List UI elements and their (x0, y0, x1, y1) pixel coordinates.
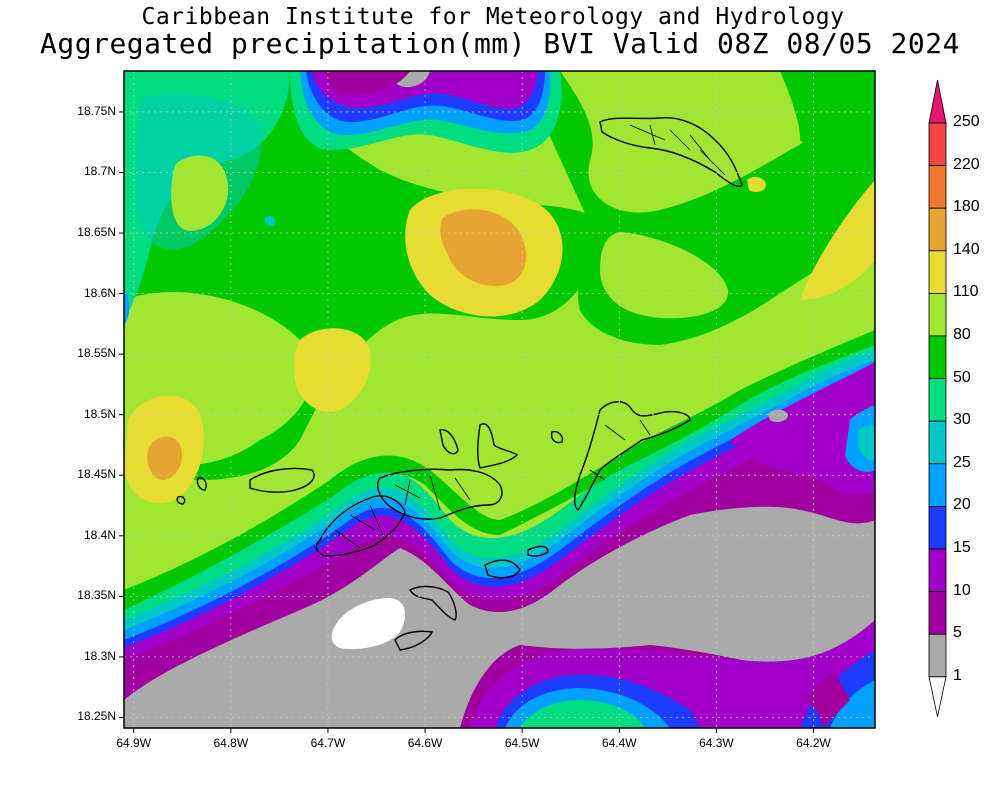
colorbar-label: 25 (953, 453, 971, 471)
jost-van-dyke-island (249, 467, 315, 493)
colorbar-label: 180 (953, 198, 980, 216)
colorbar-bottom-triangle (928, 676, 947, 717)
colorbar-swatch (928, 122, 947, 166)
small-island-2 (477, 423, 518, 469)
colorbar-swatch (928, 335, 947, 379)
colorbar-label: 15 (953, 539, 971, 556)
lat-tick-label: 18.45N (77, 467, 116, 482)
colorbar-label: 250 (953, 113, 980, 130)
colorbar-top-triangle (928, 79, 947, 124)
map-frame (123, 70, 876, 729)
lat-tick-label: 18.4N (83, 527, 116, 542)
colorbar-label: 30 (953, 411, 971, 429)
colorbar-swatch (928, 292, 947, 337)
colorbar-label: 140 (953, 240, 980, 258)
map-title: Aggregated precipitation(mm) BVI Valid 0… (40, 27, 960, 60)
map-graticule (124, 71, 875, 728)
colorbar-label: 20 (953, 496, 971, 514)
colorbar-swatch (928, 420, 947, 465)
lon-tick-label: 64.5W (504, 736, 540, 750)
colorbar-label: 80 (953, 326, 971, 343)
lat-tick-label: 18.7N (83, 164, 116, 179)
colorbar-swatch (928, 463, 947, 507)
colorbar-label: 10 (953, 581, 971, 599)
colorbar-swatch (928, 165, 947, 209)
colorbar-swatch (928, 591, 947, 635)
lat-tick-label: 18.3N (83, 648, 116, 663)
precipitation-field (124, 71, 875, 728)
lat-tick-label: 18.55N (77, 346, 116, 361)
tortola-island (376, 468, 503, 520)
lat-tick-label: 18.65N (77, 225, 116, 240)
colorbar-label: 50 (953, 368, 971, 386)
anegada-island (599, 117, 743, 187)
small-island-6 (527, 545, 549, 557)
axis-ticks (119, 111, 815, 733)
colorbar-swatch (928, 505, 947, 550)
island-outlines (176, 117, 743, 651)
st-john-island (315, 495, 406, 557)
colorbar-label: 5 (953, 624, 962, 642)
small-island-8 (196, 477, 207, 491)
colorbar-swatch (928, 207, 947, 252)
colorbar-swatch (928, 548, 947, 592)
colorbar (928, 79, 947, 717)
small-island-4 (394, 630, 434, 651)
lon-tick-label: 64.9W (116, 736, 152, 750)
lon-tick-label: 64.3W (699, 736, 734, 750)
small-island-1 (439, 429, 459, 455)
institute-title: Caribbean Institute for Meteorology and … (141, 4, 845, 30)
lat-tick-label: 18.25N (77, 709, 116, 724)
small-island-7 (550, 430, 564, 444)
lon-tick-label: 64.6W (407, 736, 443, 750)
small-island-3 (408, 585, 457, 621)
virgin-gorda-island (573, 401, 691, 512)
lon-tick-label: 64.2W (796, 736, 831, 750)
colorbar-label: 110 (953, 283, 979, 301)
lat-tick-label: 18.5N (83, 406, 116, 421)
lon-tick-label: 64.4W (601, 736, 637, 750)
small-island-9 (176, 495, 186, 505)
lon-tick-label: 64.7W (310, 736, 346, 750)
colorbar-label: 220 (953, 155, 980, 173)
lon-tick-label: 64.8W (213, 736, 249, 750)
small-island-5 (484, 559, 521, 579)
colorbar-swatch (928, 250, 947, 294)
lat-tick-label: 18.6N (83, 285, 116, 300)
colorbar-label: 1 (953, 666, 962, 684)
lat-tick-label: 18.75N (77, 103, 116, 118)
colorbar-swatch (928, 633, 947, 678)
lat-tick-label: 18.35N (77, 588, 116, 603)
colorbar-swatch (928, 378, 947, 422)
